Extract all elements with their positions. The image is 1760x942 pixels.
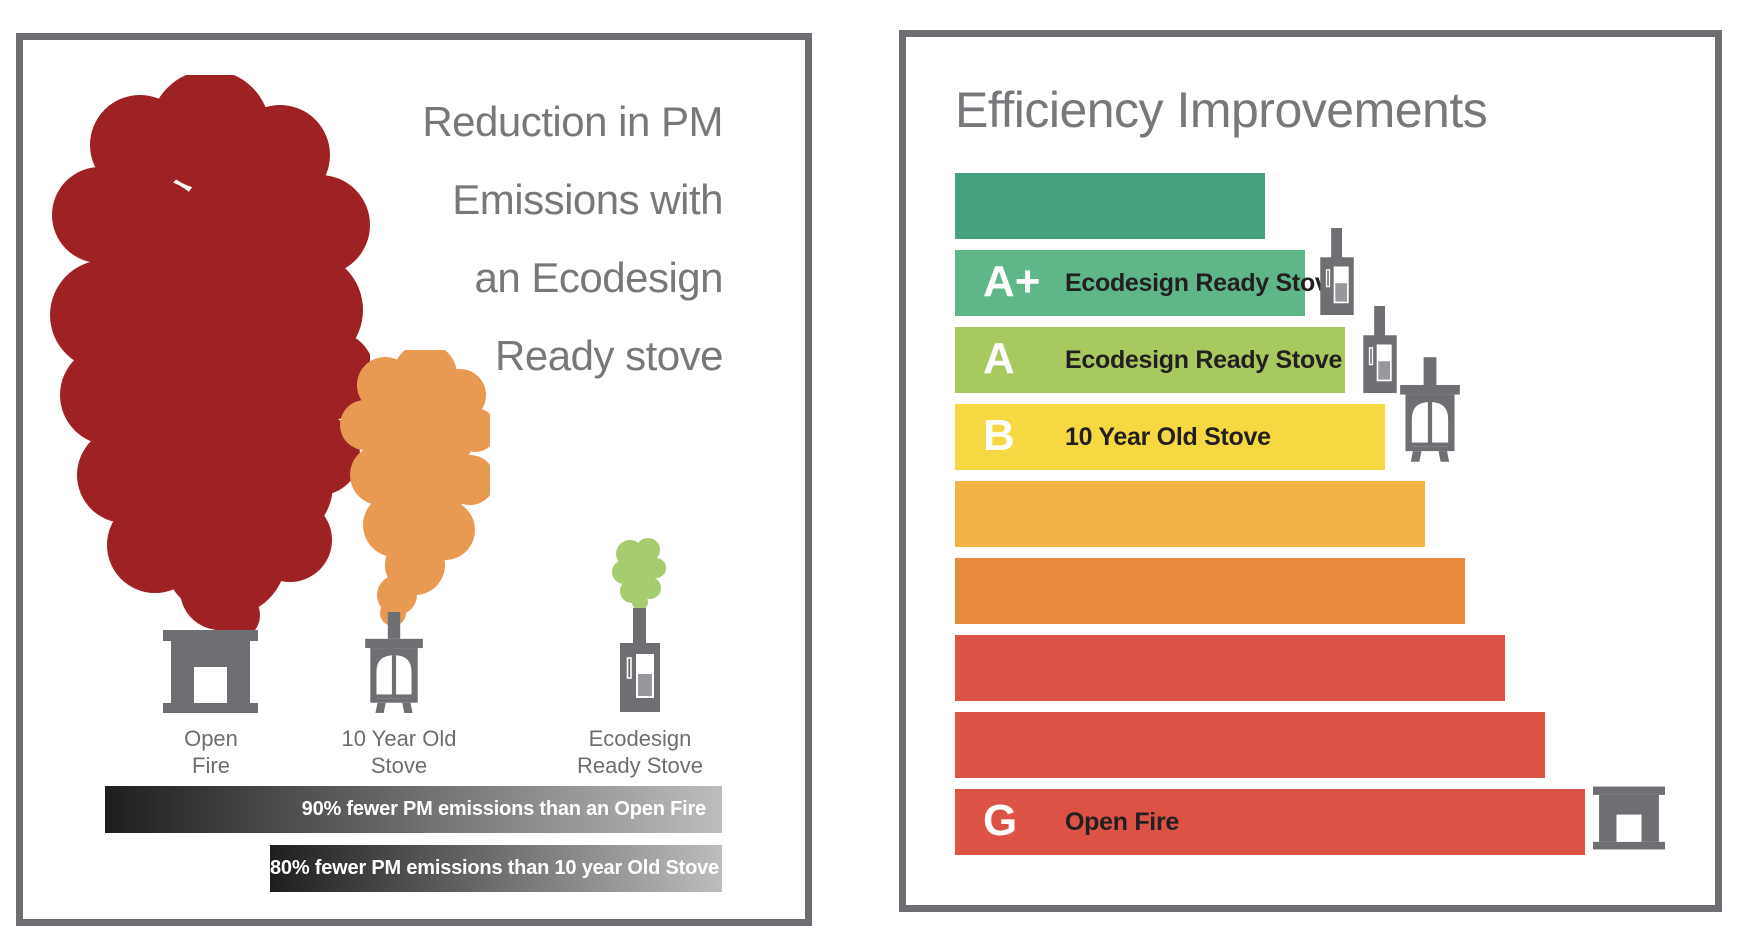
pm-title-line: Emissions with <box>452 176 723 223</box>
pm-title-line: Reduction in PM <box>422 98 723 145</box>
pm-title-line: an Ecodesign <box>474 254 723 301</box>
smoke-cloud-large-icon <box>50 75 370 630</box>
efficiency-bar-top <box>955 173 1265 239</box>
ecodesign-stove-label: Ecodesign Ready Stove <box>555 725 725 779</box>
rating-letter: A+ <box>983 257 1041 306</box>
rating-letter: G <box>983 796 1018 845</box>
modern-stove-icon <box>620 608 660 712</box>
label-line: Fire <box>192 753 230 778</box>
pm-title-line: Ready stove <box>495 332 723 379</box>
rating-letter: A <box>983 334 1015 383</box>
pm-emissions-panel: Reduction in PM Emissions with an Ecodes… <box>16 33 812 926</box>
modern-stove-icon <box>1318 228 1356 315</box>
callout-80-percent: 80% fewer PM emissions than 10 year Old … <box>270 845 722 892</box>
fireplace-icon <box>163 630 258 713</box>
efficiency-bar-e <box>955 635 1505 701</box>
pm-panel-title: Reduction in PM Emissions with an Ecodes… <box>422 83 723 395</box>
rating-label: 10 Year Old Stove <box>1065 423 1271 451</box>
label-line: Ecodesign <box>588 726 692 751</box>
efficiency-panel-title: Efficiency Improvements <box>955 82 1488 138</box>
efficiency-bar-a: A Ecodesign Ready Stove <box>955 327 1345 393</box>
efficiency-bar-g: G Open Fire <box>955 789 1585 855</box>
efficiency-bar-f <box>955 712 1545 778</box>
label-line: Stove <box>370 753 428 778</box>
rating-label: Ecodesign Ready Stove <box>1065 346 1343 374</box>
label-line: Ready Stove <box>577 753 703 778</box>
efficiency-bar-a-plus: A+ Ecodesign Ready Stove <box>955 250 1342 316</box>
ten-year-stove-label: 10 Year Old Stove <box>314 725 484 779</box>
label-line: Open <box>184 726 238 751</box>
fireplace-icon <box>1593 786 1665 850</box>
callout-90-percent: 90% fewer PM emissions than an Open Fire <box>105 786 722 833</box>
smoke-cloud-medium-icon <box>340 350 490 625</box>
efficiency-panel: Efficiency Improvements A+ Ecodesign Rea… <box>899 30 1722 912</box>
efficiency-bar-b: B 10 Year Old Stove <box>955 404 1385 470</box>
smoke-cloud-small-icon <box>612 538 666 610</box>
open-fire-label: Open Fire <box>126 725 296 779</box>
efficiency-bar-c <box>955 481 1425 547</box>
label-line: 10 Year Old <box>341 726 457 751</box>
rating-label: Ecodesign Ready Stove <box>1065 269 1343 297</box>
classic-stove-icon <box>1398 349 1462 470</box>
modern-stove-icon <box>1362 306 1398 393</box>
efficiency-bar-d <box>955 558 1465 624</box>
rating-letter: B <box>983 411 1015 460</box>
classic-stove-icon <box>363 612 425 713</box>
rating-label: Open Fire <box>1065 808 1179 836</box>
